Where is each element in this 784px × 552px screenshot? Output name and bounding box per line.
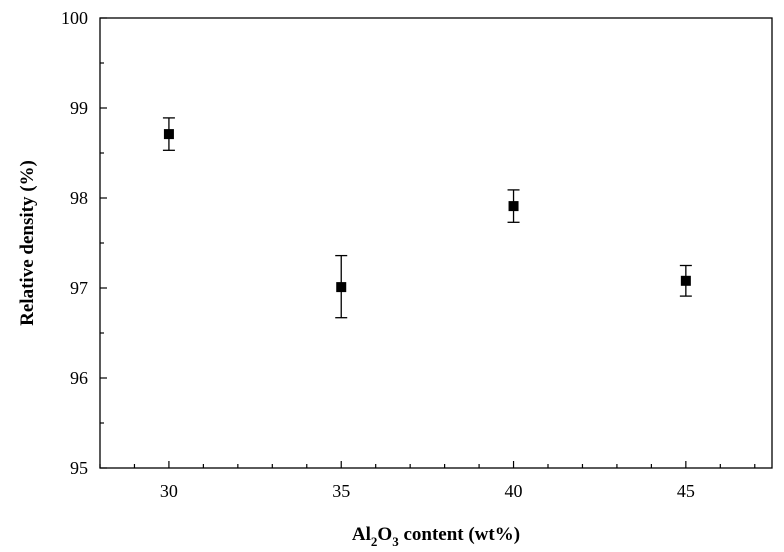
y-tick-label: 98: [70, 188, 88, 208]
data-point: [163, 129, 174, 140]
y-tick-label: 96: [70, 368, 88, 388]
axis-ticks: [99, 17, 756, 469]
x-tick-label: 35: [332, 481, 350, 501]
x-tick-label: 30: [160, 481, 178, 501]
x-axis-title-sub: 3: [392, 534, 399, 549]
y-tick-labels: 95 96 97 98 99 100: [61, 8, 88, 478]
y-tick-label: 100: [61, 8, 88, 28]
y-axis-title: Relative density (%): [17, 160, 38, 326]
data-point: [508, 201, 519, 212]
x-tick-label: 45: [677, 481, 695, 501]
x-axis-title: Al2O3 content (wt%): [352, 524, 520, 549]
x-axis-title-part: Al: [352, 524, 371, 545]
data-point: [680, 275, 691, 286]
y-tick-label: 97: [70, 278, 88, 298]
x-axis-title-part: O: [377, 524, 392, 545]
x-tick-labels: 30 35 40 45: [160, 481, 695, 501]
y-tick-label: 99: [70, 98, 88, 118]
data-point: [336, 282, 347, 293]
x-axis-title-sub: 2: [371, 534, 378, 549]
x-axis-title-part: content (wt%): [399, 524, 520, 545]
x-tick-label: 40: [505, 481, 523, 501]
data-points: [162, 117, 692, 319]
y-tick-label: 95: [70, 458, 88, 478]
plot-frame: [99, 17, 773, 469]
